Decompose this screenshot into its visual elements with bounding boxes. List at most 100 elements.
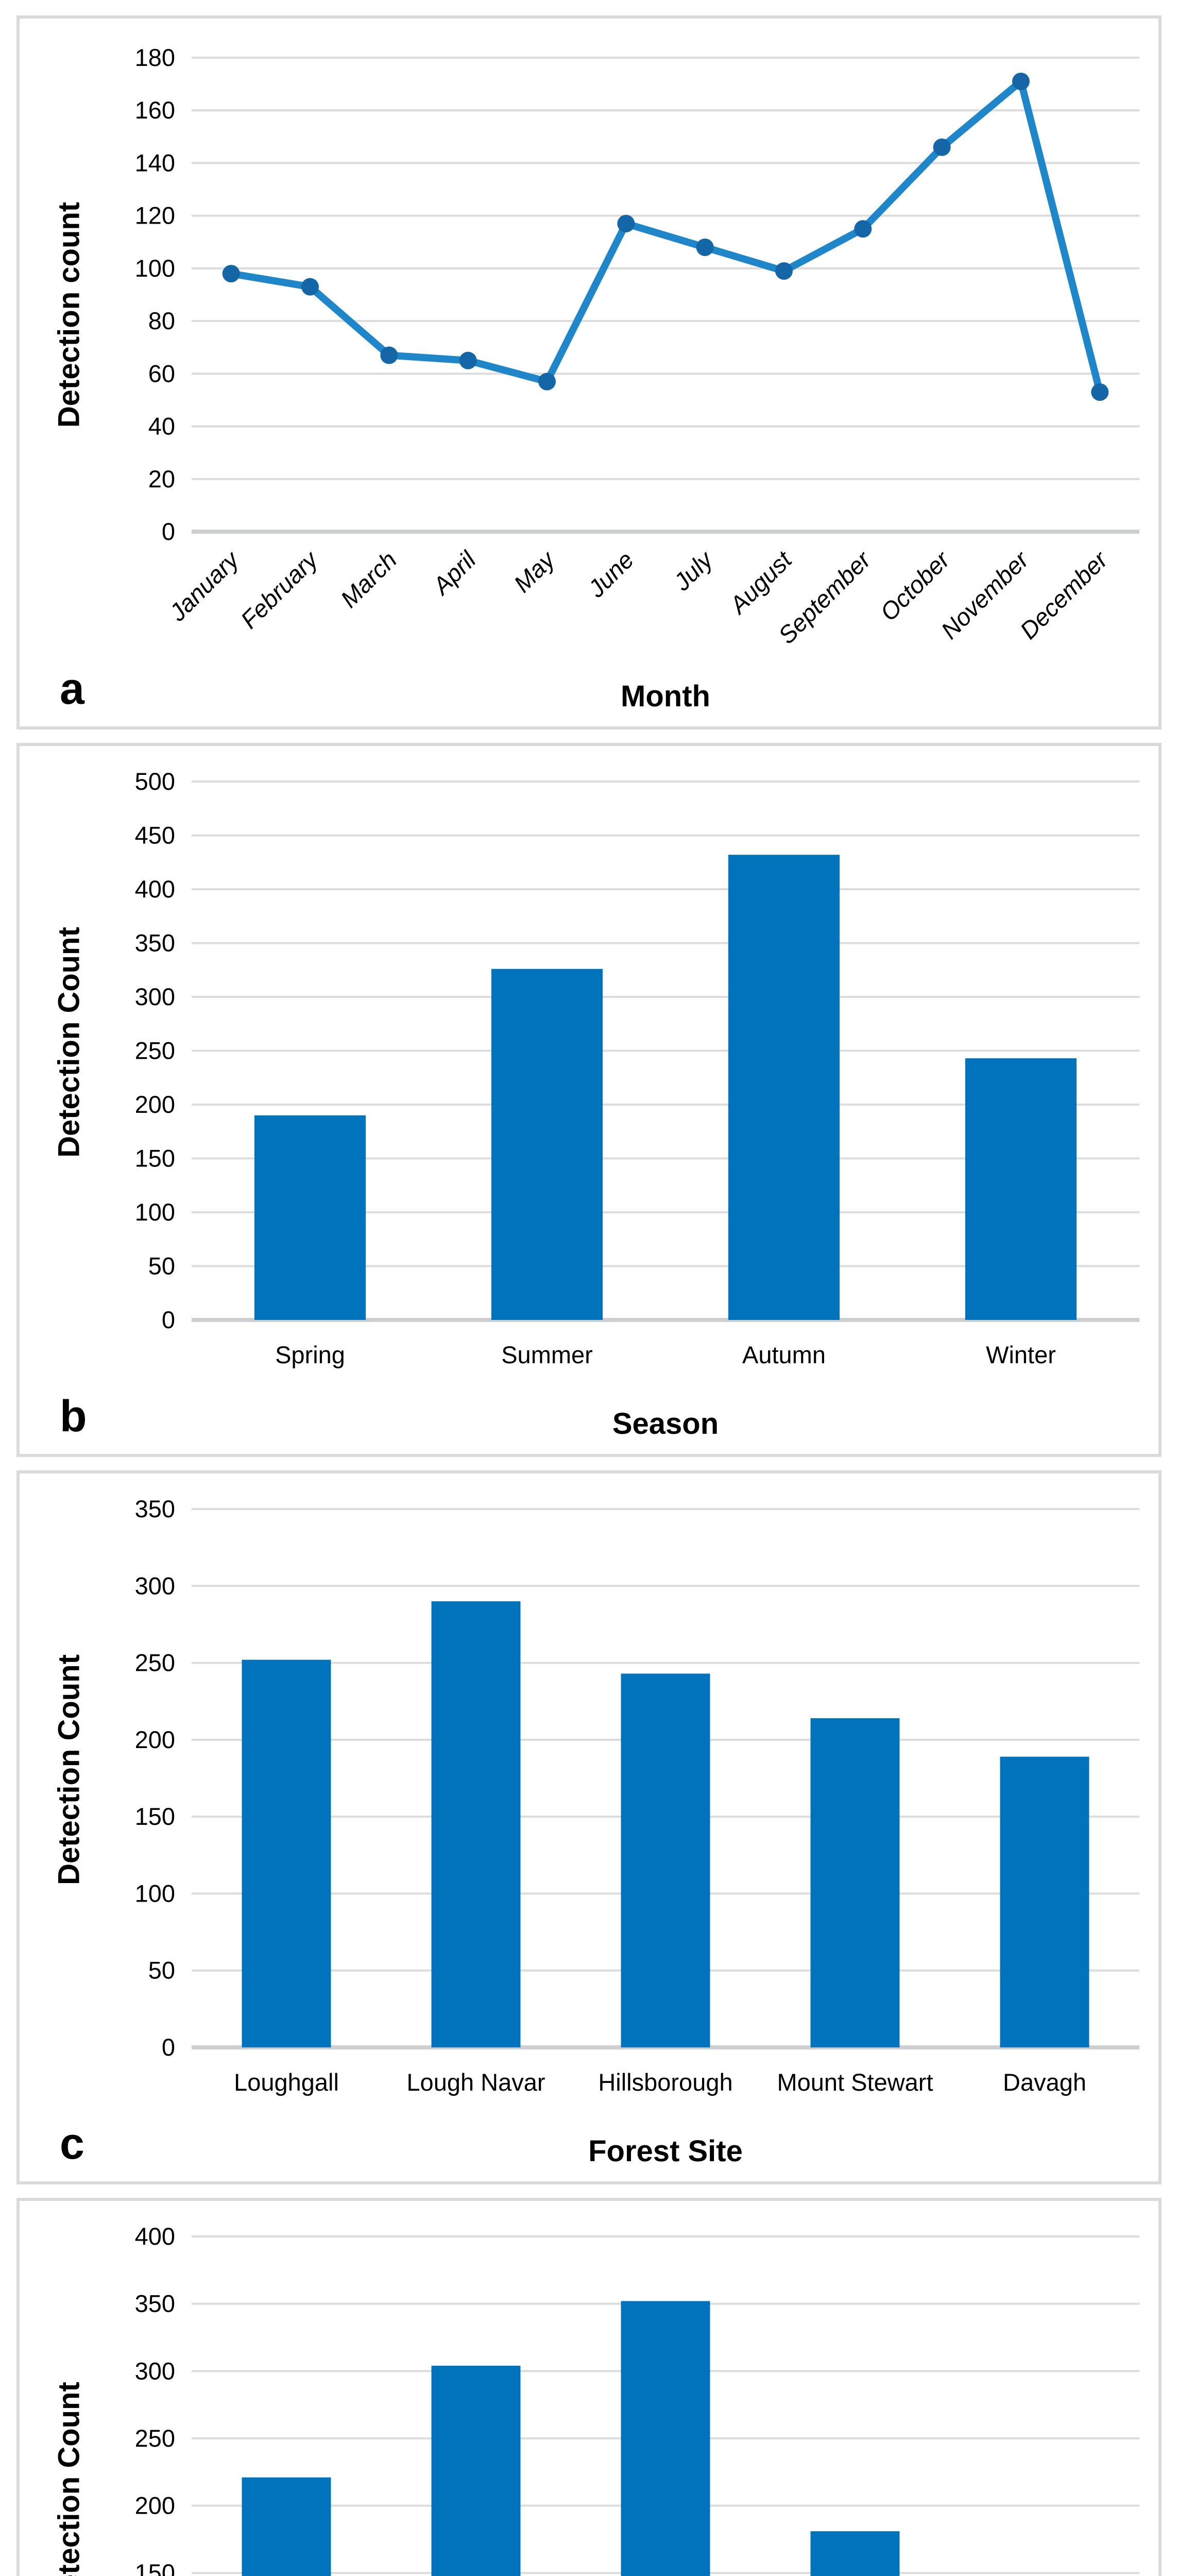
- x-tick-label-january: January: [163, 545, 245, 626]
- y-tick-label: 300: [135, 983, 175, 1010]
- x-tick-label-davagh: Davagh: [1003, 2069, 1086, 2096]
- x-tick-label-october: October: [875, 545, 955, 626]
- panel-c-forest-site-bar-chart: Detection Count 0 50 100 150 200 250 300 350 Lou…: [16, 1470, 1162, 2184]
- x-tick-label-hillsborough: Hillsborough: [598, 2069, 732, 2096]
- y-tick-label: 100: [135, 255, 175, 282]
- y-tick-label: 300: [135, 1572, 175, 1599]
- x-tick-label-winter: Winter: [986, 1341, 1056, 1368]
- y-tick-label: 0: [162, 2033, 175, 2061]
- x-tick-label-autumn: Autumn: [742, 1341, 826, 1368]
- y-tick-label: 100: [135, 1879, 175, 1907]
- tree-trap-detections-bar-chart: 050100150200250300350400Field (x1)Oak (x…: [135, 2223, 1139, 2576]
- bar-mount-stewart: [810, 1718, 900, 2047]
- y-tick-label: 0: [162, 1306, 175, 1333]
- y-tick-label: 40: [148, 413, 175, 440]
- y-tick-label: 200: [135, 1726, 175, 1753]
- gridlines: [192, 57, 1139, 534]
- x-tick-label-summer: Summer: [501, 1341, 593, 1368]
- y-tick-label: 300: [135, 2357, 175, 2384]
- y-tick-labels: 0 20 40 60 80 100 120 140 160 180: [135, 44, 175, 545]
- bar-lough-navar: [431, 1601, 521, 2047]
- bar-field-x1: [242, 2477, 331, 2576]
- data-point-july: [696, 239, 714, 256]
- y-tick-label: 400: [135, 2223, 175, 2250]
- panel-b-season-bar-chart: Detection Count 0 50 100 150 200 250 300 350 400…: [16, 743, 1162, 1457]
- series-line: [227, 78, 1104, 396]
- bar-davagh: [1000, 1756, 1089, 2047]
- data-point-january: [222, 265, 240, 283]
- x-tick-label-march: March: [335, 546, 402, 613]
- y-tick-label: 140: [135, 149, 175, 176]
- data-points: [222, 73, 1109, 401]
- season-detections-bar-chart: 0 50 100 150 200 250 300 350 400 450 500 Spring Summ…: [135, 768, 1139, 1368]
- y-tick-label: 20: [148, 465, 175, 493]
- y-tick-label: 160: [135, 96, 175, 124]
- bar-autumn: [728, 855, 840, 1320]
- y-tick-label: 250: [135, 1649, 175, 1676]
- panel-a-monthly-line-chart: Detection count 0 20 40 60 80 100 120 140 160 180…: [16, 15, 1162, 730]
- bars: [242, 2301, 900, 2576]
- data-point-march: [380, 346, 398, 364]
- bar-hillsborough: [621, 1673, 710, 2047]
- bar-spruce-x2: [810, 2531, 900, 2576]
- data-point-september: [854, 220, 872, 238]
- bars: [242, 1601, 1089, 2047]
- y-tick-label: 150: [135, 1803, 175, 1830]
- y-tick-label: 50: [148, 1252, 175, 1280]
- y-tick-label: 100: [135, 1198, 175, 1226]
- bars: [254, 855, 1077, 1320]
- panel-letter: c: [60, 2119, 84, 2168]
- x-category-labels: Loughgall Lough Navar Hillsborough Mount St…: [234, 2069, 1086, 2096]
- data-point-november: [1012, 73, 1030, 90]
- bar-winter: [965, 1058, 1077, 1320]
- y-tick-label: 350: [135, 929, 175, 957]
- y-tick-label: 400: [135, 875, 175, 903]
- panel-letter: a: [60, 664, 84, 714]
- y-tick-label: 200: [135, 1091, 175, 1118]
- y-tick-label: 450: [135, 822, 175, 849]
- x-tick-label-december: December: [1015, 545, 1114, 644]
- x-tick-label-mount-stewart: Mount Stewart: [777, 2069, 933, 2096]
- y-tick-labels: 0 50 100 150 200 250 300 350: [135, 1495, 175, 2061]
- x-tick-label-february: February: [235, 545, 324, 634]
- y-tick-label: 120: [135, 202, 175, 229]
- y-tick-label: 250: [135, 1037, 175, 1064]
- x-axis-title: Season: [612, 1407, 719, 1440]
- data-point-august: [775, 262, 793, 280]
- y-tick-label: 0: [162, 518, 175, 545]
- data-point-february: [301, 278, 319, 296]
- y-tick-labels: 0 50 100 150 200 250 300 350 400 450 500: [135, 768, 175, 1333]
- data-point-december: [1091, 383, 1109, 401]
- bar-loughgall: [242, 1659, 331, 2047]
- x-tick-label-april: April: [426, 545, 482, 600]
- x-tick-label-lough-navar: Lough Navar: [406, 2069, 545, 2096]
- x-tick-label-loughgall: Loughgall: [234, 2069, 339, 2096]
- bar-oak-x2: [431, 2365, 521, 2576]
- x-tick-label-august: August: [723, 545, 797, 619]
- data-point-june: [617, 215, 635, 232]
- y-tick-label: 200: [135, 2492, 175, 2519]
- x-tick-label-may: May: [508, 545, 561, 598]
- bar-pine-x2: [621, 2301, 710, 2576]
- data-point-may: [538, 372, 556, 391]
- x-tick-label-spring: Spring: [275, 1341, 345, 1368]
- panel-letter: b: [60, 1392, 87, 1441]
- y-tick-label: 250: [135, 2425, 175, 2452]
- data-point-april: [459, 351, 477, 369]
- y-tick-label: 180: [135, 44, 175, 71]
- y-tick-label: 350: [135, 2290, 175, 2317]
- y-tick-label: 150: [135, 2559, 175, 2576]
- y-tick-label: 60: [148, 360, 175, 387]
- x-axis-title: Forest Site: [588, 2134, 743, 2168]
- panel-d-tree-trap-bar-chart: Detection Count 050100150200250300350400…: [16, 2198, 1162, 2576]
- x-category-labels: Spring Summer Autumn Winter: [275, 1341, 1056, 1368]
- y-tick-label: 500: [135, 768, 175, 795]
- x-tick-label-june: June: [582, 546, 639, 603]
- y-tick-label: 350: [135, 1495, 175, 1522]
- bar-summer: [491, 969, 603, 1320]
- y-tick-label: 150: [135, 1145, 175, 1172]
